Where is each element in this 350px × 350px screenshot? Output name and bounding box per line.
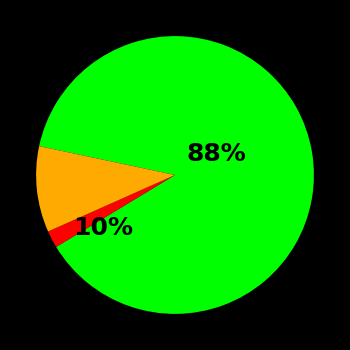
Wedge shape <box>39 36 314 314</box>
Text: 10%: 10% <box>73 216 133 240</box>
Text: 88%: 88% <box>187 142 246 166</box>
Wedge shape <box>36 146 175 231</box>
Wedge shape <box>48 175 175 247</box>
